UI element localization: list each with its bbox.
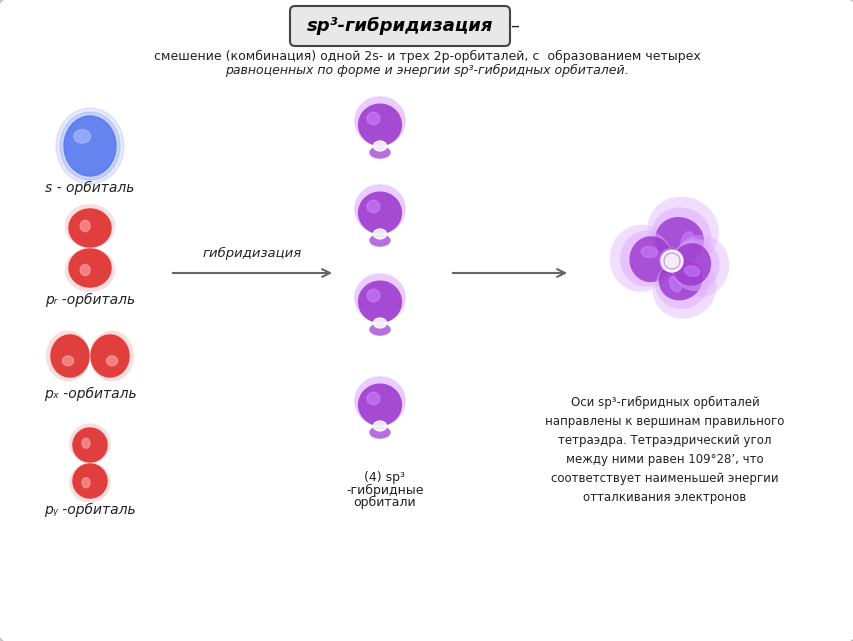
Ellipse shape — [62, 356, 73, 366]
Ellipse shape — [373, 421, 386, 431]
Polygon shape — [368, 426, 391, 439]
Ellipse shape — [107, 356, 118, 366]
Polygon shape — [655, 258, 708, 309]
Polygon shape — [654, 217, 703, 263]
Polygon shape — [652, 258, 716, 319]
Text: s - орбиталь: s - орбиталь — [45, 181, 135, 195]
Text: равноценных по форме и энергии sp³-гибридных орбиталей.: равноценных по форме и энергии sp³-гибри… — [225, 63, 628, 76]
Ellipse shape — [56, 108, 124, 184]
Polygon shape — [651, 207, 711, 263]
Polygon shape — [659, 248, 678, 262]
Polygon shape — [647, 197, 718, 263]
Text: -гибридные: -гибридные — [345, 483, 423, 497]
Polygon shape — [357, 281, 402, 323]
Ellipse shape — [73, 129, 90, 143]
Polygon shape — [658, 259, 702, 301]
Polygon shape — [368, 323, 391, 336]
Polygon shape — [357, 103, 402, 146]
Polygon shape — [72, 427, 107, 463]
Polygon shape — [46, 331, 90, 381]
Ellipse shape — [373, 141, 386, 151]
Polygon shape — [354, 376, 405, 426]
Text: pᵧ -орбиталь: pᵧ -орбиталь — [44, 503, 136, 517]
Polygon shape — [90, 331, 134, 381]
Text: смешение (комбинация) одной 2s- и трех 2p-орбиталей, с  образованием четырех: смешение (комбинация) одной 2s- и трех 2… — [154, 49, 699, 63]
Polygon shape — [368, 234, 391, 247]
Text: гибридизация: гибридизация — [202, 247, 301, 260]
Polygon shape — [69, 463, 111, 503]
Ellipse shape — [684, 266, 699, 276]
Polygon shape — [670, 243, 711, 286]
Polygon shape — [65, 248, 115, 292]
Text: pₓ -орбиталь: pₓ -орбиталь — [44, 387, 136, 401]
Polygon shape — [72, 463, 107, 499]
Polygon shape — [357, 383, 402, 426]
Ellipse shape — [660, 250, 682, 272]
Polygon shape — [609, 225, 671, 292]
Polygon shape — [670, 235, 728, 297]
Polygon shape — [90, 334, 130, 378]
Ellipse shape — [64, 116, 116, 176]
Polygon shape — [671, 251, 684, 272]
Text: Оси sp³-гибридных орбиталей
направлены к вершинам правильного
тетраэдра. Тетраэд: Оси sp³-гибридных орбиталей направлены к… — [545, 396, 784, 504]
Ellipse shape — [367, 112, 380, 125]
Polygon shape — [68, 208, 112, 248]
Ellipse shape — [82, 438, 90, 448]
Ellipse shape — [60, 112, 120, 180]
Ellipse shape — [82, 478, 90, 488]
Ellipse shape — [80, 264, 90, 276]
Ellipse shape — [669, 277, 681, 292]
Ellipse shape — [373, 318, 386, 328]
FancyBboxPatch shape — [290, 6, 509, 46]
Polygon shape — [670, 239, 719, 291]
Ellipse shape — [80, 221, 90, 231]
Ellipse shape — [367, 289, 380, 302]
Polygon shape — [354, 184, 405, 234]
Text: pᵣ -орбиталь: pᵣ -орбиталь — [45, 293, 135, 307]
Polygon shape — [357, 192, 402, 234]
Text: орбитали: орбитали — [353, 495, 415, 508]
Polygon shape — [659, 260, 680, 275]
Text: (4) sp³: (4) sp³ — [364, 472, 405, 485]
Polygon shape — [69, 424, 111, 463]
Polygon shape — [50, 334, 90, 378]
Polygon shape — [68, 248, 112, 288]
Polygon shape — [629, 236, 671, 282]
Ellipse shape — [373, 229, 386, 239]
Polygon shape — [368, 146, 391, 159]
Polygon shape — [354, 96, 405, 146]
Polygon shape — [354, 273, 405, 323]
Ellipse shape — [367, 392, 380, 404]
Ellipse shape — [641, 246, 657, 258]
Polygon shape — [659, 250, 671, 270]
Ellipse shape — [367, 200, 380, 213]
Text: sp³-гибридизация: sp³-гибридизация — [306, 17, 493, 35]
Polygon shape — [619, 231, 671, 287]
Ellipse shape — [681, 232, 693, 249]
Polygon shape — [65, 204, 115, 248]
Text: –: – — [509, 17, 519, 35]
